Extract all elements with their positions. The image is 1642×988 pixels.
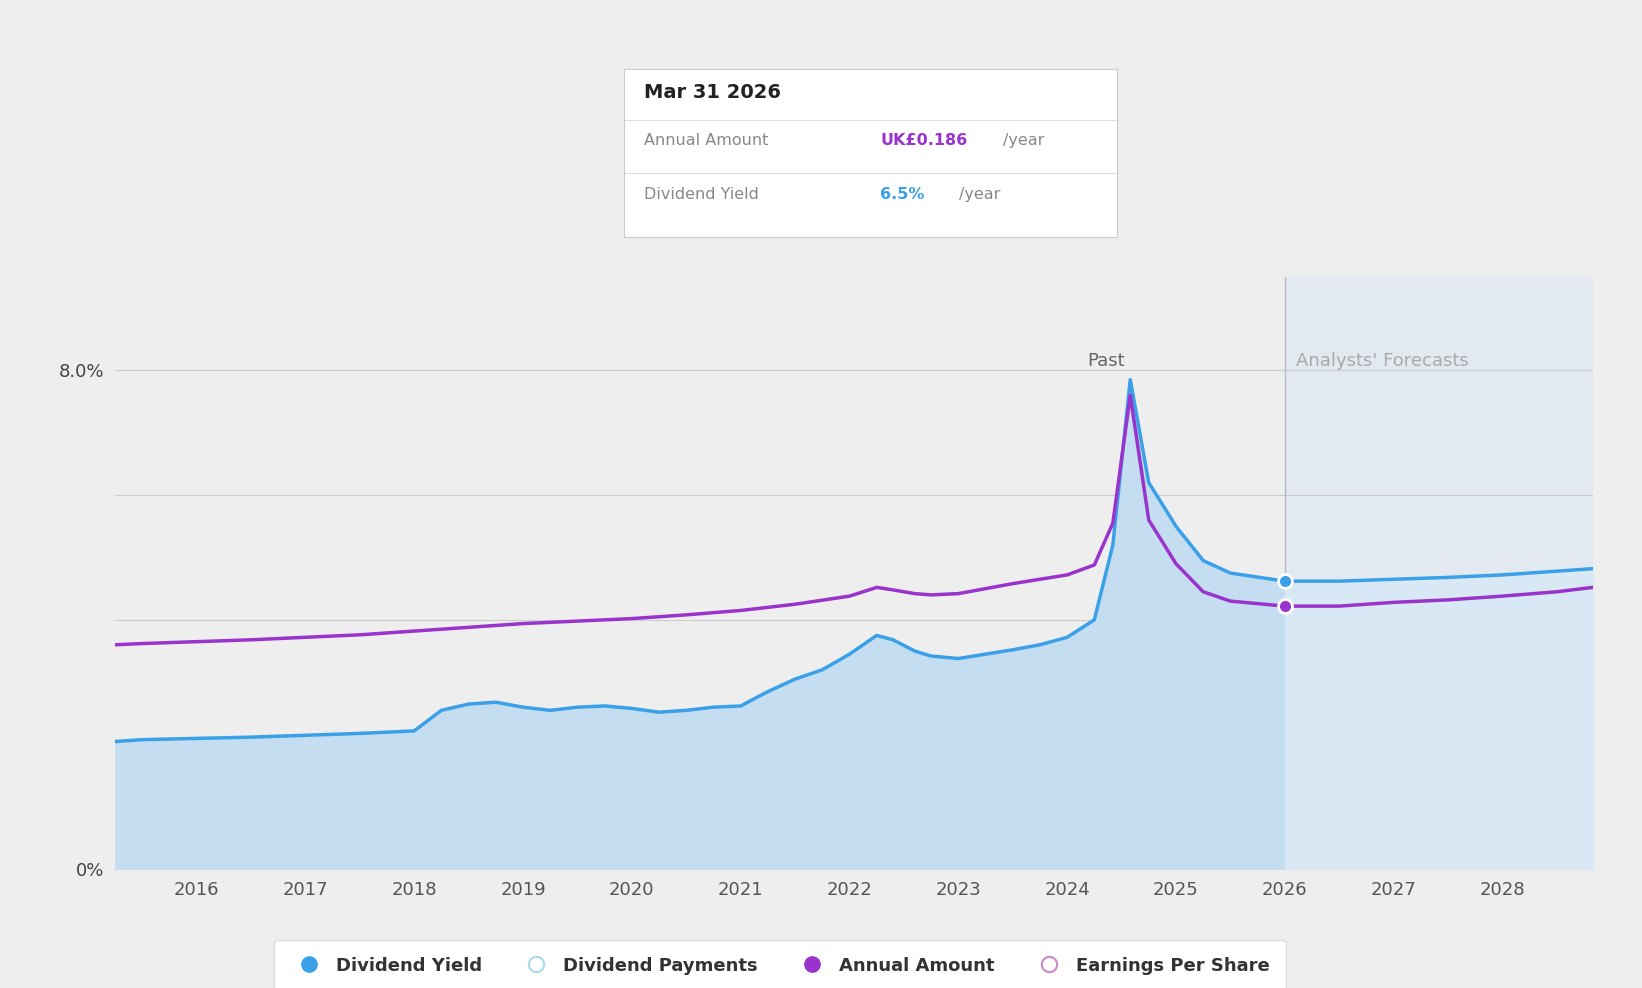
Text: /year: /year	[1003, 133, 1044, 148]
Text: /year: /year	[959, 187, 1000, 202]
Text: 6.5%: 6.5%	[880, 187, 924, 202]
Legend: Dividend Yield, Dividend Payments, Annual Amount, Earnings Per Share: Dividend Yield, Dividend Payments, Annua…	[274, 941, 1286, 988]
Text: Past: Past	[1087, 353, 1125, 370]
Text: UK£0.186: UK£0.186	[880, 133, 967, 148]
Text: Mar 31 2026: Mar 31 2026	[644, 83, 780, 102]
Text: Annual Amount: Annual Amount	[644, 133, 768, 148]
Text: Dividend Yield: Dividend Yield	[644, 187, 759, 202]
Text: Analysts' Forecasts: Analysts' Forecasts	[1296, 353, 1468, 370]
Bar	[1284, 277, 1593, 869]
